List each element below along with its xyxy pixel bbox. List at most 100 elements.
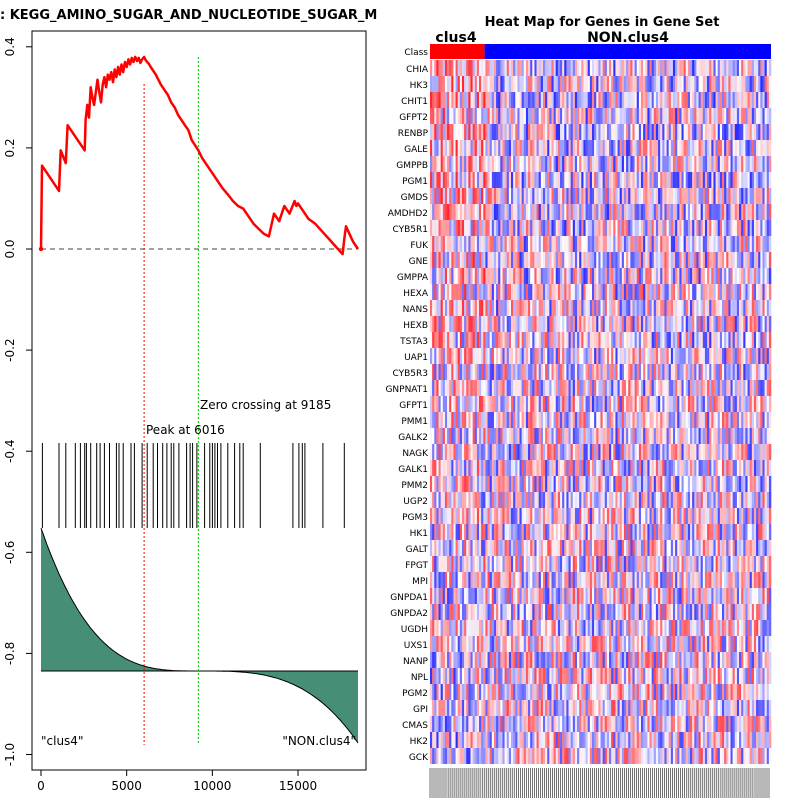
heatmap-cell (498, 124, 501, 140)
heatmap-cell (638, 348, 642, 364)
heatmap-cell (487, 204, 490, 220)
heatmap-cell (606, 332, 610, 348)
heatmap-cell (542, 300, 546, 316)
heatmap-cell (508, 396, 512, 412)
heatmap-cell (609, 524, 612, 540)
heatmap-cell (572, 460, 576, 476)
heatmap-cell (542, 124, 546, 140)
heatmap-cell (670, 380, 674, 396)
heatmap-cell (436, 364, 439, 380)
heatmap-cell (489, 252, 493, 268)
heatmap-cell (638, 524, 642, 540)
heatmap-cell (643, 380, 646, 396)
heatmap-cell (528, 412, 531, 428)
heatmap-cell (617, 412, 620, 428)
heatmap-cell (664, 252, 667, 268)
heatmap-cell (675, 140, 678, 156)
heatmap-cell (662, 236, 665, 252)
heatmap-cell (532, 540, 535, 556)
heatmap-cell (438, 492, 441, 508)
heatmap-cell (741, 396, 744, 412)
heatmap-cell (636, 412, 640, 428)
heatmap-cell (717, 428, 721, 444)
heatmap-cell (602, 380, 606, 396)
heatmap-cell (611, 380, 614, 396)
heatmap-cell (655, 140, 659, 156)
heatmap-cell (721, 460, 725, 476)
heatmap-cell (696, 284, 699, 300)
heatmap-cell (687, 284, 691, 300)
heatmap-cell (589, 524, 593, 540)
heatmap-cell (692, 140, 695, 156)
heatmap-cell (707, 508, 710, 524)
heatmap-cell (681, 236, 684, 252)
heatmap-cell (758, 284, 761, 300)
heatmap-cell (679, 428, 682, 444)
heatmap-cell (658, 140, 661, 156)
heatmap-cell (440, 332, 444, 348)
heatmap-cell (670, 92, 674, 108)
heatmap-cell (756, 444, 759, 460)
heatmap-cell (579, 540, 582, 556)
heatmap-cell (491, 428, 495, 444)
heatmap-cell (623, 412, 627, 428)
heatmap-cell (540, 460, 544, 476)
heatmap-cell (442, 156, 446, 172)
heatmap-cell (591, 60, 595, 76)
heatmap-cell (449, 508, 452, 524)
heatmap-cell (474, 380, 478, 396)
heatmap-cell (540, 284, 544, 300)
heatmap-cell (555, 172, 559, 188)
heatmap-cell (679, 220, 682, 236)
heatmap-cell (453, 476, 456, 492)
heatmap-cell (690, 284, 693, 300)
heatmap-cell (658, 364, 661, 380)
heatmap-cell (506, 236, 510, 252)
heatmap-cell (711, 252, 714, 268)
heatmap-cell (581, 364, 584, 380)
heatmap-cell (692, 508, 695, 524)
heatmap-cell (476, 236, 480, 252)
heatmap-cell (619, 380, 623, 396)
heatmap-cell (517, 172, 520, 188)
heatmap-cell (585, 428, 589, 444)
heatmap-cell (528, 124, 531, 140)
heatmap-cell (474, 428, 478, 444)
heatmap-cell (545, 540, 548, 556)
heatmap-cell (766, 492, 770, 508)
heatmap-cell (724, 348, 727, 364)
heatmap-cell (461, 380, 465, 396)
heatmap-cell (481, 428, 484, 444)
heatmap-cell (696, 156, 699, 172)
heatmap-cell (430, 300, 433, 316)
heatmap-cell (472, 428, 476, 444)
heatmap-cell (734, 188, 738, 204)
heatmap-cell (549, 92, 552, 108)
heatmap-cell (736, 60, 740, 76)
heatmap-cell (707, 92, 710, 108)
heatmap-cell (485, 108, 488, 124)
heatmap-cell (647, 284, 650, 300)
heatmap-cell (636, 444, 640, 460)
heatmap-cell (444, 380, 448, 396)
heatmap-cell (758, 508, 761, 524)
heatmap-cell (474, 284, 478, 300)
heatmap-cell (523, 332, 527, 348)
running-score-layer (38, 55, 360, 745)
heatmap-cell (504, 492, 508, 508)
heatmap-cell (500, 412, 503, 428)
heatmap-cell (570, 540, 574, 556)
heatmap-cell (589, 60, 593, 76)
heatmap-cell (609, 396, 612, 412)
heatmap-cell (628, 124, 631, 140)
heatmap-cell (756, 124, 759, 140)
heatmap-cell (581, 524, 584, 540)
heatmap-cell (692, 380, 695, 396)
heatmap-cell (675, 204, 678, 220)
heatmap-cell (564, 252, 567, 268)
heatmap-cell (451, 428, 454, 444)
heatmap-cell (655, 268, 659, 284)
heatmap-cell (596, 412, 599, 428)
heatmap-cell (615, 124, 618, 140)
heatmap-cell (579, 252, 582, 268)
